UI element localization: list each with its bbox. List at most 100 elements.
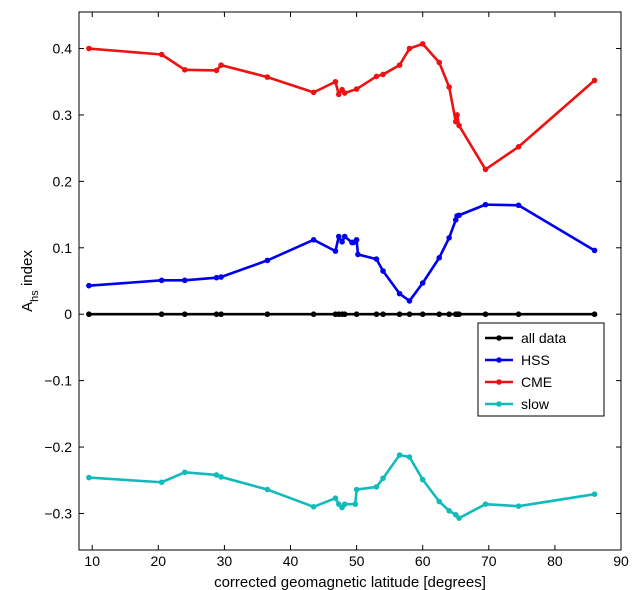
series-slow [86, 452, 598, 521]
x-tick-label: 30 [217, 553, 233, 569]
data-point [353, 486, 360, 493]
y-axis-label-sub: hs [29, 290, 41, 302]
data-point [482, 501, 489, 507]
data-point [353, 311, 360, 318]
data-point [355, 251, 361, 258]
data-point [181, 311, 188, 318]
data-point [158, 311, 165, 318]
legend-item: CME [485, 374, 552, 390]
x-tick-label: 50 [349, 553, 365, 569]
data-point [218, 311, 224, 318]
data-point [436, 254, 443, 261]
data-point [396, 311, 403, 318]
y-tick-label: −0.3 [44, 505, 72, 521]
data-point [591, 77, 598, 84]
data-point [181, 469, 188, 476]
data-point [341, 233, 348, 240]
y-axis-label: Ahs index [19, 250, 41, 312]
data-point [86, 282, 92, 289]
data-point [218, 474, 224, 480]
data-point [310, 237, 317, 243]
data-point [419, 476, 426, 483]
data-point [310, 89, 317, 96]
x-tick-label: 80 [547, 553, 563, 569]
data-point [373, 311, 380, 318]
data-point [515, 503, 522, 509]
data-point [396, 452, 403, 458]
data-point [380, 475, 386, 482]
series-layer [86, 41, 598, 521]
data-point [436, 59, 443, 66]
x-tick-label: 70 [481, 553, 497, 569]
data-point [482, 311, 489, 318]
data-point [264, 486, 271, 493]
y-tick-label: 0.4 [53, 41, 73, 57]
x-tick-label: 90 [613, 553, 629, 569]
x-tick-label: 40 [283, 553, 299, 569]
data-point [373, 484, 380, 490]
data-point [353, 86, 360, 92]
data-point [332, 248, 339, 254]
data-point [591, 491, 598, 498]
legend-marker [496, 401, 502, 407]
series-cme [86, 41, 598, 173]
data-point [446, 84, 452, 90]
data-point [264, 311, 271, 318]
data-point [446, 508, 452, 514]
x-tick-label: 10 [84, 553, 100, 569]
data-point [86, 311, 92, 318]
data-point [436, 311, 443, 318]
data-point [406, 45, 413, 52]
data-point [218, 62, 224, 68]
data-point [213, 472, 220, 478]
data-point [341, 90, 348, 96]
data-point [396, 62, 403, 68]
data-point [213, 274, 220, 281]
data-point [218, 274, 224, 280]
data-point [446, 235, 452, 241]
legend-marker [496, 379, 502, 385]
data-point [515, 202, 522, 209]
legend: all data HSS CME slow [477, 322, 605, 417]
data-point [452, 118, 459, 125]
x-tick-label: 20 [151, 553, 167, 569]
data-point [264, 257, 271, 264]
data-point [396, 290, 403, 297]
data-point [373, 256, 380, 262]
data-point [213, 311, 220, 318]
data-point [380, 311, 386, 318]
data-point [419, 41, 426, 47]
data-point [181, 66, 188, 73]
series-hss [86, 201, 598, 304]
data-point [456, 122, 462, 129]
y-tick-label: 0.2 [53, 173, 73, 189]
data-point [335, 91, 342, 98]
data-point [339, 239, 345, 245]
x-tick-label: 60 [415, 553, 431, 569]
y-tick-label: 0.3 [53, 107, 73, 123]
data-point [380, 71, 386, 78]
legend-label: CME [521, 374, 552, 390]
data-point [515, 144, 522, 150]
data-point [86, 474, 92, 481]
data-point [515, 311, 522, 318]
data-point [353, 237, 360, 243]
x-axis-label: corrected geomagnetic latitude [degrees] [214, 574, 486, 590]
data-point [419, 280, 426, 286]
data-point [591, 247, 598, 254]
data-point [158, 277, 165, 284]
data-point [482, 201, 489, 208]
series-all-data [86, 311, 598, 318]
legend-marker [496, 357, 502, 363]
data-point [86, 45, 92, 52]
data-point [436, 498, 443, 505]
data-point [158, 51, 165, 58]
data-point [332, 495, 339, 501]
data-point [373, 73, 380, 80]
data-point [158, 479, 165, 486]
y-tick-label: −0.1 [44, 373, 72, 389]
data-point [213, 67, 220, 74]
legend-label: HSS [521, 352, 550, 368]
data-point [456, 515, 462, 521]
